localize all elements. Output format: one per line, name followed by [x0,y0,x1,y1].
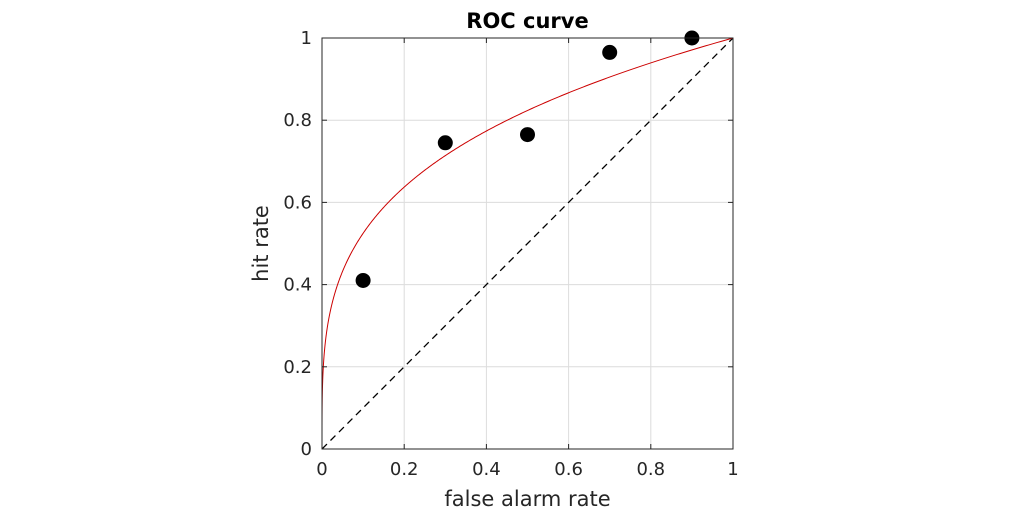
data-points [355,30,700,288]
x-tick-label-4: 0.8 [636,459,665,480]
grid [322,38,733,449]
y-tick-label-2: 0.4 [283,275,312,296]
y-tick-label-1: 0.2 [283,357,312,378]
x-tick-label-1: 0.2 [390,459,419,480]
data-point-3 [520,127,535,143]
x-tick-label-2: 0.4 [472,459,501,480]
data-point-4 [602,44,618,60]
y-tick-label-5: 1 [301,28,312,49]
x-tick-label-5: 1 [727,459,738,480]
data-point-1 [355,272,371,288]
x-tick-label-3: 0.6 [554,459,583,480]
axes-box [321,37,734,450]
chance-line [321,37,734,450]
y-tick-label-0: 0 [301,439,312,460]
fitted-roc-curve [321,37,734,449]
chart-title: ROC curve [466,9,588,33]
x-tick-label-0: 0 [316,459,327,480]
y-axis-label: hit rate [249,205,273,282]
axis-ticks: 0 0.2 0.4 0.6 0.8 1 0 0.2 0.4 0.6 0.8 1 [283,28,738,480]
x-axis-label: false alarm rate [444,487,610,511]
y-tick-label-4: 0.8 [283,110,312,131]
y-tick-label-3: 0.6 [283,192,312,213]
data-point-2 [437,135,453,151]
